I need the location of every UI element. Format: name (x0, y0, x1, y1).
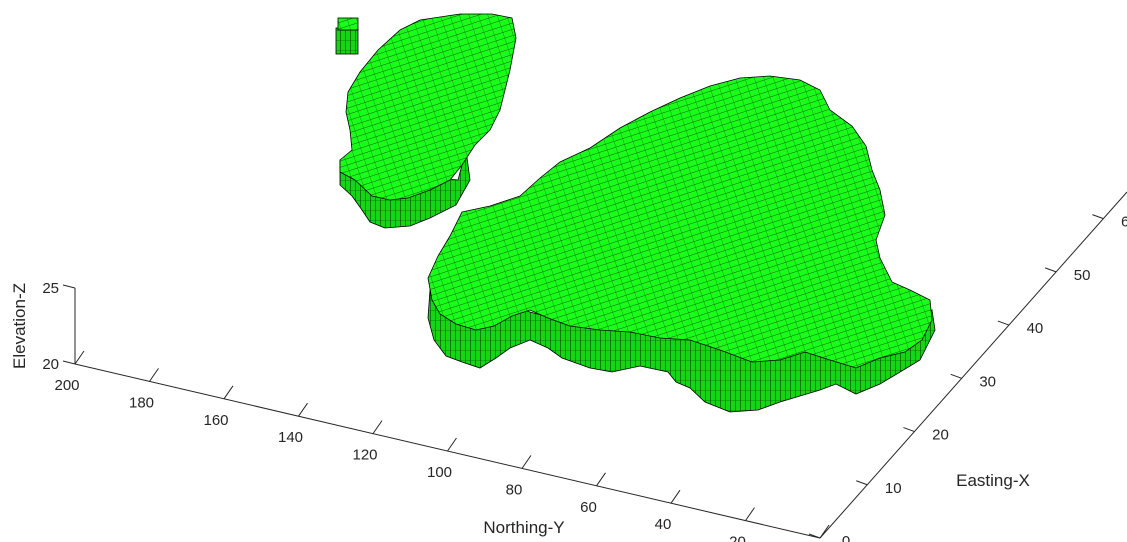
y-tick-label: 60 (580, 499, 597, 516)
x-tick-label: 50 (1074, 267, 1091, 284)
y-tick (670, 489, 681, 504)
y-tick (74, 350, 85, 365)
tick-labels: 0204060801001201401601802000102030405060… (42, 214, 1127, 542)
x-tick-label: 0 (842, 533, 850, 542)
z-tick-label: 20 (42, 356, 59, 373)
y-tick-label: 40 (655, 516, 672, 533)
x-tick (997, 320, 1010, 326)
y-tick-label: 100 (427, 464, 452, 481)
x-axis-line (819, 191, 1127, 539)
voxel-surface (335, 13, 936, 413)
x-tick-label: 40 (1027, 320, 1044, 337)
x-tick (903, 427, 915, 433)
y-tick (372, 420, 383, 434)
isolated-block (335, 27, 359, 55)
z-axis-label: Elevation-Z (10, 283, 29, 369)
y-tick-label: 140 (278, 429, 303, 446)
y-tick (745, 507, 755, 521)
y-tick-label: 200 (54, 377, 79, 394)
x-tick (856, 480, 868, 486)
y-tick-label: 160 (203, 412, 228, 429)
y-tick (298, 402, 308, 417)
y-tick (596, 472, 606, 487)
y-tick-label: 20 (729, 534, 746, 542)
x-tick-label: 20 (932, 427, 949, 444)
y-tick (149, 368, 159, 382)
large-body-top (427, 75, 933, 369)
y-tick (447, 437, 457, 452)
y-tick-label: 80 (506, 481, 523, 498)
x-tick-label: 30 (979, 373, 996, 390)
z-tick-label: 25 (42, 280, 59, 297)
y-tick-label: 120 (352, 447, 377, 464)
x-tick (950, 373, 962, 379)
y-tick (521, 455, 532, 469)
x-tick (1044, 267, 1057, 273)
y-tick (223, 385, 234, 400)
y-tick-label: 180 (129, 394, 154, 411)
z-tick (62, 284, 76, 289)
x-axis-label: Easting-X (956, 471, 1030, 490)
x-tick-label: 10 (885, 480, 902, 497)
x-tick (1092, 214, 1104, 220)
small-body-top (339, 13, 517, 201)
z-tick (62, 360, 76, 365)
y-tick (819, 524, 830, 539)
axes (62, 191, 1127, 539)
x-tick (808, 533, 821, 539)
x-tick-label: 60 (1121, 214, 1127, 231)
y-axis-label: Northing-Y (483, 518, 564, 537)
